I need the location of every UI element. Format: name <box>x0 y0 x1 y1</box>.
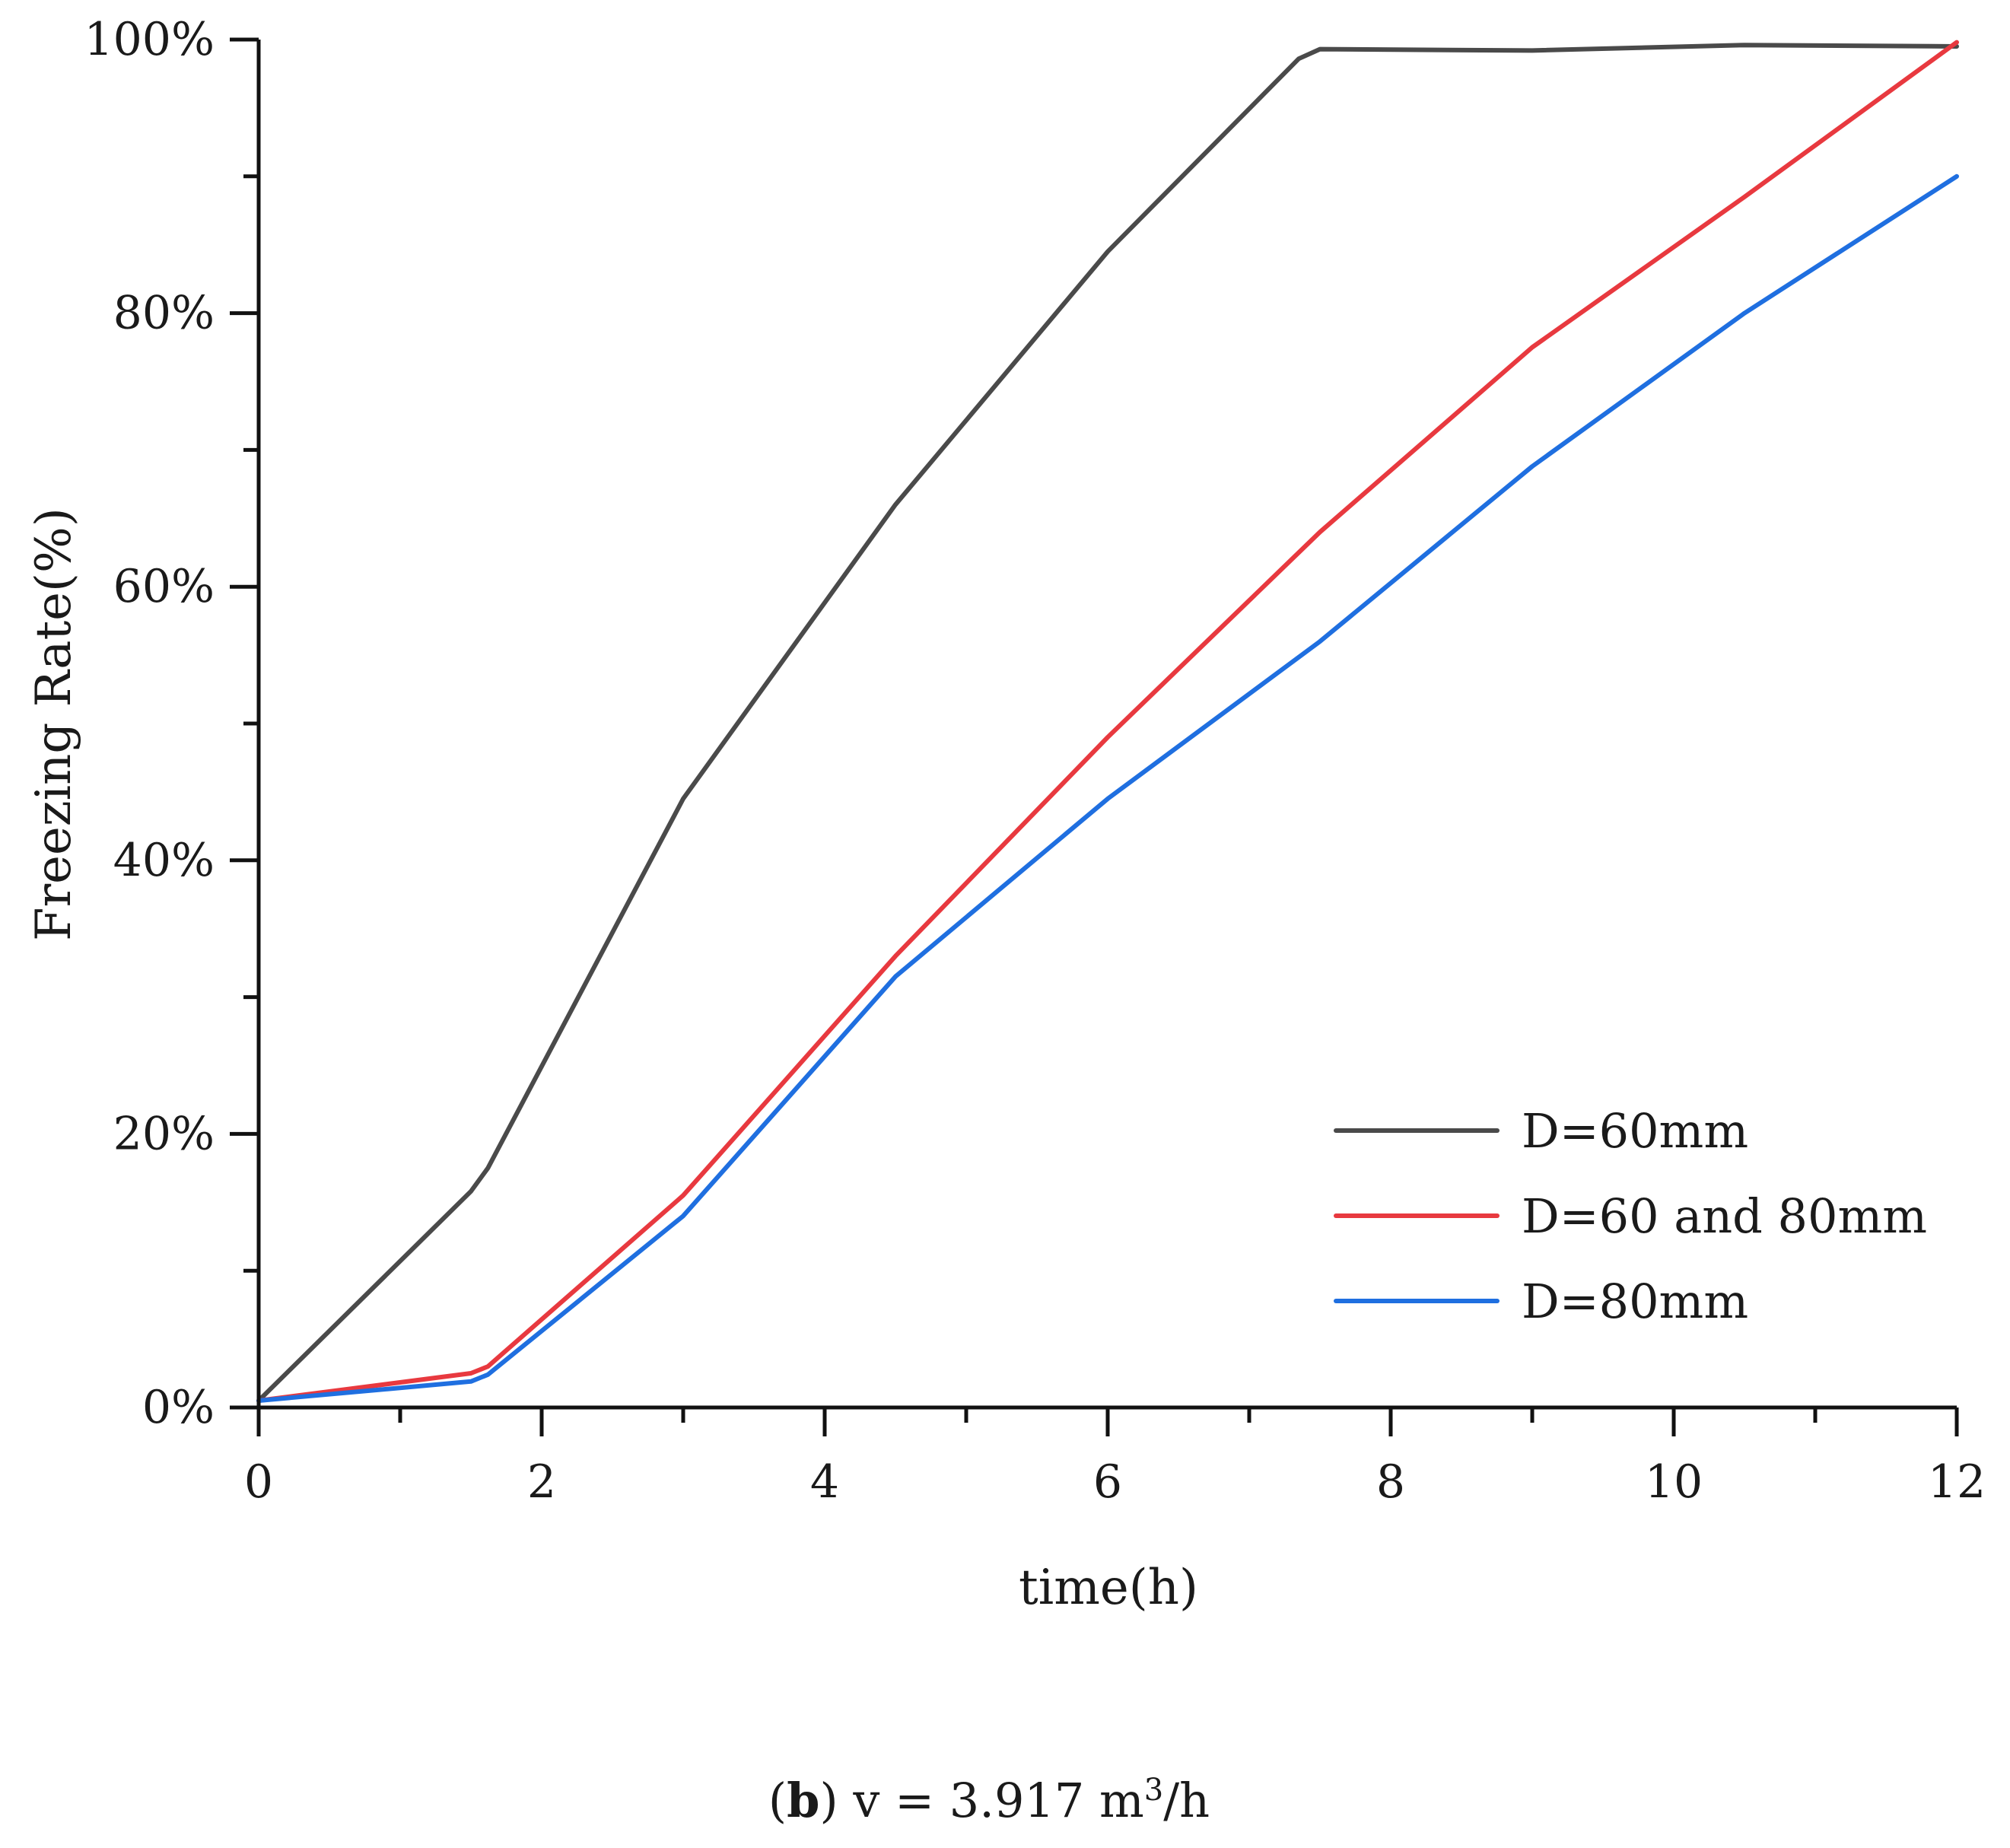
x-tick-label: 10 <box>1645 1455 1703 1509</box>
legend: D=60mm D=60 and 80mm D=80mm <box>1334 1103 1927 1329</box>
legend-label-1: D=60mm <box>1522 1103 1748 1159</box>
x-tick-label: 2 <box>527 1455 556 1509</box>
x-tick-label: 4 <box>810 1455 839 1509</box>
series-group <box>256 40 1959 1403</box>
series-line-1 <box>256 43 1959 1403</box>
caption-unit: /h <box>1163 1773 1210 1828</box>
y-tick-label: 20% <box>113 1107 215 1160</box>
axes-frame <box>230 37 1959 1436</box>
y-tick-label: 0% <box>142 1381 215 1434</box>
y-tick-label: 60% <box>113 560 215 613</box>
y-tick-label: 100% <box>84 13 215 66</box>
series-line-3 <box>256 173 1959 1403</box>
figure-caption: (b) v = 3.917 m3/h <box>768 1773 1210 1828</box>
caption-panel-letter: b <box>787 1773 819 1828</box>
x-tick-label: 12 <box>1928 1455 1986 1509</box>
x-tick-label: 0 <box>244 1455 273 1509</box>
y-tick-label: 40% <box>113 834 215 887</box>
y-tick-label: 80% <box>113 287 215 340</box>
series-line-2 <box>256 40 1959 1403</box>
x-axis-title: time(h) <box>1019 1560 1198 1616</box>
caption-superscript: 3 <box>1144 1773 1163 1808</box>
caption-text: v = 3.917 m <box>838 1773 1144 1828</box>
x-tick-label: 8 <box>1376 1455 1405 1509</box>
legend-label-3: D=80mm <box>1522 1274 1748 1329</box>
y-axis-title: Freezing Rate(%) <box>26 507 82 941</box>
tick-labels: 0 2 4 6 8 10 12 0% 20% 40% 60% 80% 100% <box>84 13 1986 1509</box>
legend-label-2: D=60 and 80mm <box>1522 1188 1927 1244</box>
x-tick-label: 6 <box>1093 1455 1122 1509</box>
